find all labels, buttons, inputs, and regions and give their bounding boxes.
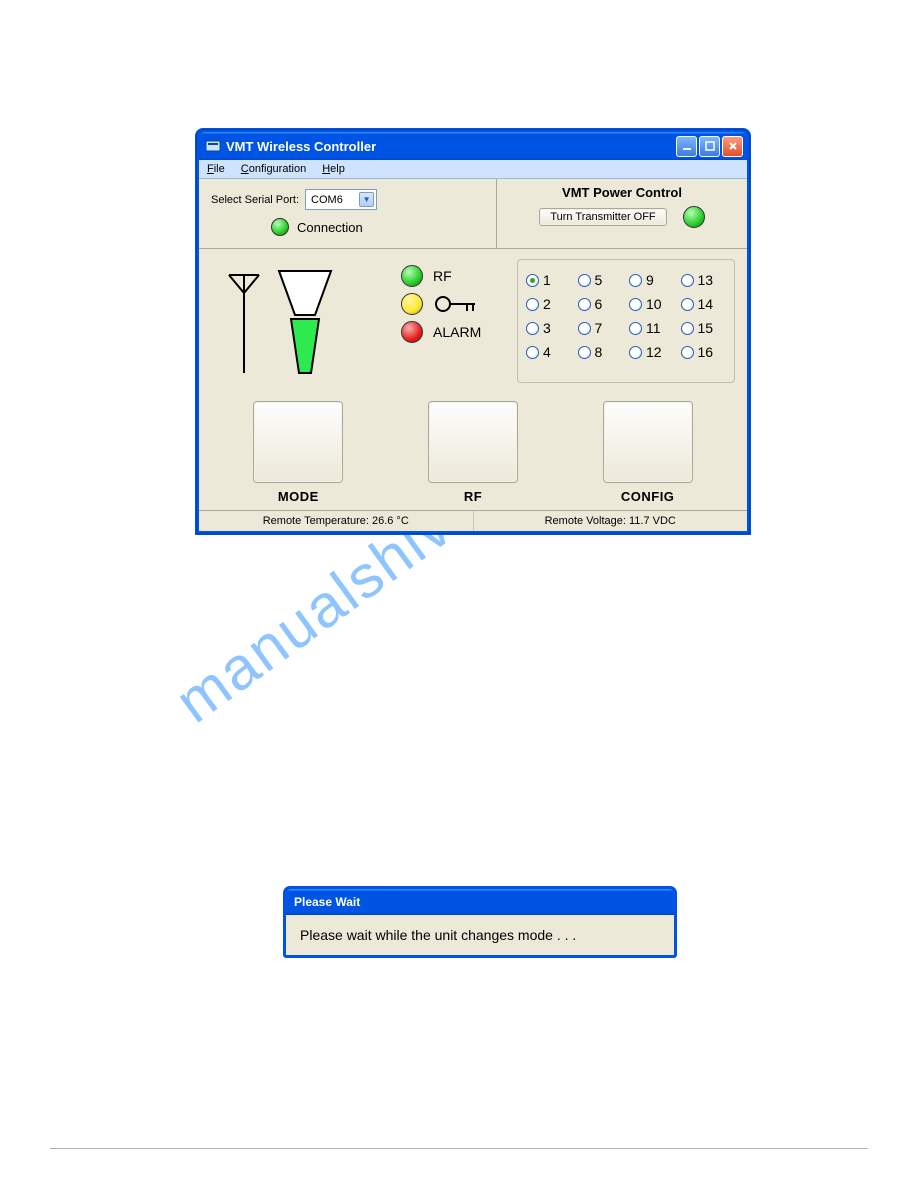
channel-radio-3[interactable]: 3: [526, 316, 576, 340]
dialog-message: Please wait while the unit changes mode …: [286, 915, 674, 955]
serial-port-dropdown[interactable]: COM6 ▼: [305, 189, 377, 210]
status-temperature: Remote Temperature: 26.6 °C: [199, 511, 474, 531]
radio-icon: [681, 322, 694, 335]
config-button[interactable]: [603, 401, 693, 483]
channel-label: 4: [543, 344, 551, 360]
window-title: VMT Wireless Controller: [226, 139, 676, 154]
turn-transmitter-off-button[interactable]: Turn Transmitter OFF: [539, 208, 666, 226]
channel-radio-4[interactable]: 4: [526, 340, 576, 364]
channel-label: 9: [646, 272, 654, 288]
channel-label: 14: [698, 296, 714, 312]
channel-label: 13: [698, 272, 714, 288]
serial-port-label: Select Serial Port:: [211, 194, 299, 206]
window-buttons: [676, 136, 743, 157]
status-led-panel: RF ALARM: [401, 259, 497, 383]
radio-icon: [578, 274, 591, 287]
channel-radio-7[interactable]: 7: [578, 316, 628, 340]
power-panel: VMT Power Control Turn Transmitter OFF: [497, 179, 747, 248]
radio-icon: [681, 298, 694, 311]
channel-label: 3: [543, 320, 551, 336]
channel-label: 6: [595, 296, 603, 312]
channel-radio-8[interactable]: 8: [578, 340, 628, 364]
rf-button[interactable]: [428, 401, 518, 483]
mode-button[interactable]: [253, 401, 343, 483]
key-led: [401, 293, 423, 315]
top-panels: Select Serial Port: COM6 ▼ Connection VM…: [199, 179, 747, 249]
main-window: VMT Wireless Controller File Configurati…: [195, 128, 751, 535]
channel-radio-14[interactable]: 14: [681, 292, 731, 316]
dialog-title[interactable]: Please Wait: [286, 889, 674, 915]
radio-icon: [578, 346, 591, 359]
maximize-button[interactable]: [699, 136, 720, 157]
channel-radio-9[interactable]: 9: [629, 268, 679, 292]
radio-icon: [629, 274, 642, 287]
radio-icon: [526, 346, 539, 359]
please-wait-dialog: Please Wait Please wait while the unit c…: [283, 886, 677, 958]
radio-icon: [578, 322, 591, 335]
channel-radio-2[interactable]: 2: [526, 292, 576, 316]
antenna-graphic: [211, 259, 381, 383]
mid-panels: RF ALARM: [199, 249, 747, 395]
minimize-button[interactable]: [676, 136, 697, 157]
serial-port-value: COM6: [311, 194, 343, 206]
big-button-row: MODE RF CONFIG: [199, 395, 747, 510]
radio-icon: [681, 274, 694, 287]
channel-radio-5[interactable]: 5: [578, 268, 628, 292]
menu-help[interactable]: Help: [322, 163, 345, 175]
rf-label: RF: [433, 268, 452, 284]
radio-icon: [526, 322, 539, 335]
channel-radio-6[interactable]: 6: [578, 292, 628, 316]
power-title: VMT Power Control: [509, 185, 735, 200]
key-icon: [433, 294, 479, 314]
menu-file[interactable]: File: [207, 163, 225, 175]
channel-label: 7: [595, 320, 603, 336]
channel-radio-11[interactable]: 11: [629, 316, 679, 340]
chevron-down-icon: ▼: [359, 192, 374, 207]
channel-label: 5: [595, 272, 603, 288]
title-bar[interactable]: VMT Wireless Controller: [199, 132, 747, 160]
radio-icon: [629, 298, 642, 311]
page-divider: [50, 1148, 868, 1149]
channel-label: 16: [698, 344, 714, 360]
serial-panel: Select Serial Port: COM6 ▼ Connection: [199, 179, 497, 248]
radio-icon: [629, 322, 642, 335]
app-icon: [205, 138, 221, 154]
channel-label: 2: [543, 296, 551, 312]
channel-radio-16[interactable]: 16: [681, 340, 731, 364]
rf-big-label: RF: [428, 489, 518, 504]
close-button[interactable]: [722, 136, 743, 157]
channel-label: 11: [646, 320, 661, 336]
radio-icon: [526, 298, 539, 311]
alarm-led: [401, 321, 423, 343]
connection-label: Connection: [297, 220, 363, 235]
mode-label: MODE: [253, 489, 343, 504]
status-voltage: Remote Voltage: 11.7 VDC: [474, 511, 748, 531]
radio-icon: [526, 274, 539, 287]
channel-radio-15[interactable]: 15: [681, 316, 731, 340]
window-body: File Configuration Help Select Serial Po…: [199, 160, 747, 531]
channel-radio-10[interactable]: 10: [629, 292, 679, 316]
channel-label: 1: [543, 272, 551, 288]
radio-icon: [578, 298, 591, 311]
radio-icon: [681, 346, 694, 359]
connection-led: [271, 218, 289, 236]
channel-radio-1[interactable]: 1: [526, 268, 576, 292]
channel-radio-12[interactable]: 12: [629, 340, 679, 364]
channel-selector: 15913261014371115481216: [517, 259, 735, 383]
channel-label: 10: [646, 296, 662, 312]
channel-label: 12: [646, 344, 662, 360]
radio-icon: [629, 346, 642, 359]
config-label: CONFIG: [603, 489, 693, 504]
rf-led: [401, 265, 423, 287]
alarm-label: ALARM: [433, 324, 481, 340]
channel-label: 8: [595, 344, 603, 360]
channel-radio-13[interactable]: 13: [681, 268, 731, 292]
power-led: [683, 206, 705, 228]
menu-configuration[interactable]: Configuration: [241, 163, 306, 175]
channel-label: 15: [698, 320, 714, 336]
menu-bar: File Configuration Help: [199, 160, 747, 179]
status-bar: Remote Temperature: 26.6 °C Remote Volta…: [199, 510, 747, 531]
